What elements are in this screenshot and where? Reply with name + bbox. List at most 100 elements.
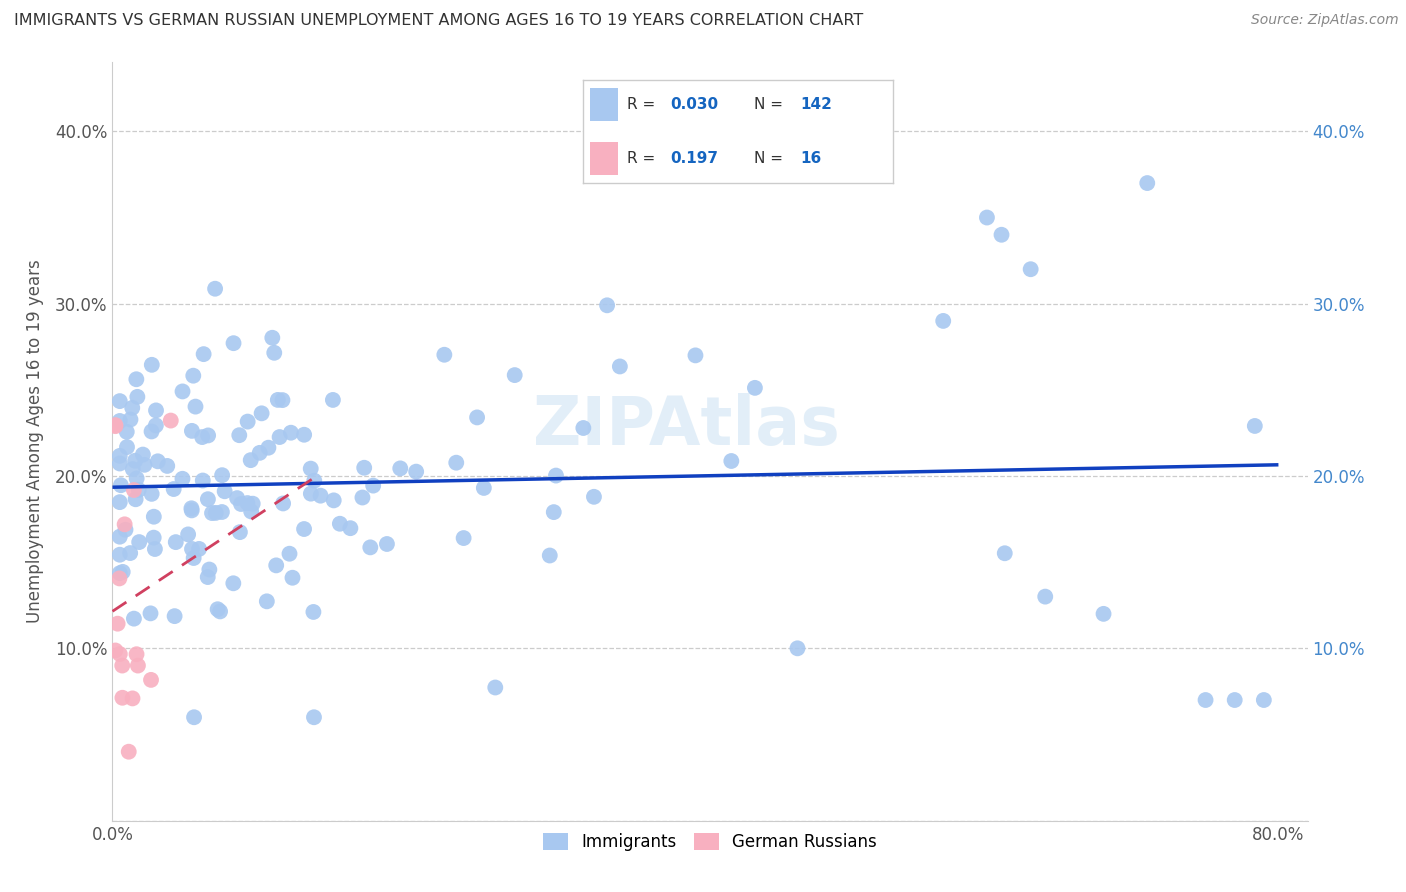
Text: IMMIGRANTS VS GERMAN RUSSIAN UNEMPLOYMENT AMONG AGES 16 TO 19 YEARS CORRELATION : IMMIGRANTS VS GERMAN RUSSIAN UNEMPLOYMEN… [14,13,863,29]
Point [124,454,146,468]
Point [181,541,204,556]
Point [104,418,127,433]
Point [111,658,134,673]
Point [115,425,138,439]
Point [339,521,361,535]
Point [302,605,325,619]
Text: 0.030: 0.030 [671,97,718,112]
Point [114,523,136,537]
Point [108,414,131,428]
Point [108,495,131,509]
Point [256,594,278,608]
Point [204,506,226,520]
Point [197,570,219,584]
Point [127,658,149,673]
Point [141,358,163,372]
Point [125,647,148,661]
Point [544,468,567,483]
Point [236,415,259,429]
Point [302,710,325,724]
Point [197,492,219,507]
Point [744,381,766,395]
Point [271,496,294,510]
Point [1223,693,1246,707]
Point [142,531,165,545]
Point [139,607,162,621]
Point [172,384,194,399]
Point [609,359,631,374]
Point [472,481,495,495]
Point [786,641,808,656]
Point [163,482,186,496]
Point [1136,176,1159,190]
Point [122,612,145,626]
Point [177,527,200,541]
Point [280,425,302,440]
Point [361,478,384,492]
Point [159,413,181,427]
Point [720,454,742,468]
Point [932,314,955,328]
Point [128,483,150,497]
Text: 142: 142 [800,97,832,112]
Point [685,348,707,362]
Point [142,509,165,524]
Point [122,483,145,497]
Text: Source: ZipAtlas.com: Source: ZipAtlas.com [1251,13,1399,28]
Point [165,535,187,549]
Point [263,346,285,360]
Point [1194,693,1216,707]
Point [1243,419,1265,434]
Point [108,647,131,661]
Point [211,468,233,483]
Point [214,484,236,499]
Point [236,496,259,510]
Text: N =: N = [754,151,783,166]
Point [124,492,146,507]
Point [181,368,204,383]
Point [198,562,221,576]
Point [139,673,162,687]
Point [250,406,273,420]
Point [389,461,412,475]
Point [191,430,214,444]
Point [322,392,344,407]
Point [145,418,167,433]
Point [226,491,249,505]
Point [1092,607,1115,621]
Point [353,460,375,475]
Text: ZIPAtlas: ZIPAtlas [533,393,839,459]
Point [269,430,291,444]
Point [582,490,605,504]
Point [184,400,207,414]
Point [292,522,315,536]
Point [188,541,211,556]
Point [121,401,143,415]
Point [114,517,136,532]
Point [145,403,167,417]
Point [359,541,381,555]
Point [132,448,155,462]
Point [108,394,131,409]
Point [572,421,595,435]
Point [281,571,304,585]
Point [108,449,131,463]
Point [180,424,202,438]
Point [125,471,148,485]
Point [278,547,301,561]
Point [183,710,205,724]
Point [209,604,232,618]
Point [204,282,226,296]
Point [976,211,998,225]
Point [128,535,150,549]
Point [222,576,245,591]
Point [120,412,142,426]
FancyBboxPatch shape [589,142,617,175]
Point [134,458,156,472]
Point [405,465,427,479]
Point [163,609,186,624]
Point [1253,693,1275,707]
Point [299,461,322,475]
Point [207,602,229,616]
Text: R =: R = [627,97,655,112]
